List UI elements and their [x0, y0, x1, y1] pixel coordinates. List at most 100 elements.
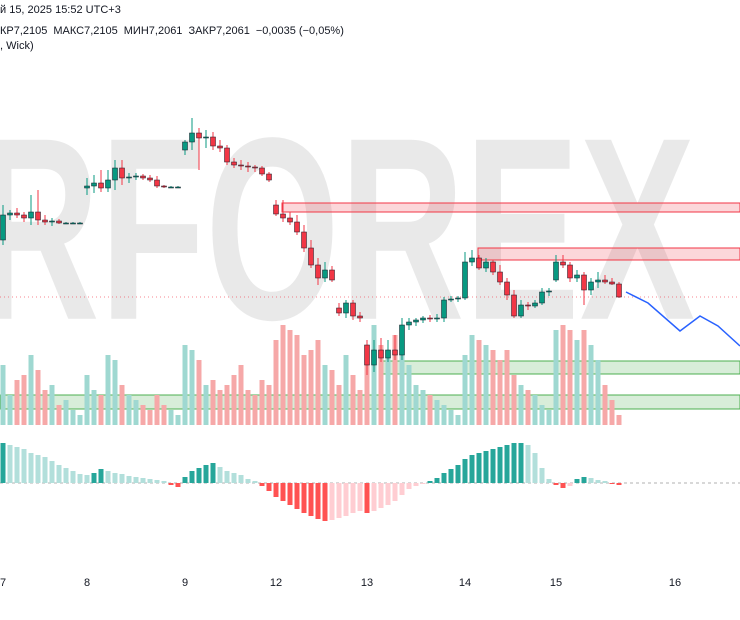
- volume-bar: [182, 345, 188, 425]
- candle-body: [343, 302, 349, 314]
- histogram-bar: [133, 477, 139, 483]
- histogram-bar: [434, 478, 440, 483]
- candle-body: [385, 349, 391, 359]
- volume-bar: [112, 360, 118, 425]
- volume-bar: [336, 385, 342, 425]
- candle-body: [42, 219, 48, 223]
- candle-body: [567, 264, 573, 279]
- histogram-bar: [392, 483, 398, 501]
- volume-bar: [84, 375, 90, 425]
- candle-body: [294, 221, 300, 233]
- histogram-bar: [49, 461, 55, 483]
- volume-bar: [210, 380, 216, 425]
- candle-body: [581, 274, 587, 291]
- histogram-bar: [14, 447, 20, 483]
- candle-body: [595, 279, 601, 283]
- volume-bar: [217, 390, 223, 425]
- candle-body: [0, 214, 6, 241]
- candle-body: [525, 304, 531, 307]
- candle-body: [245, 165, 251, 168]
- candle-body: [357, 315, 363, 319]
- candle-body: [308, 247, 314, 266]
- projection-line: [625, 291, 740, 347]
- support-zone: [379, 360, 740, 375]
- header-value: ЗАКР7,2061: [188, 25, 249, 37]
- histogram-bar: [364, 483, 370, 513]
- volume-bar: [399, 340, 405, 425]
- volume-bar: [35, 370, 41, 425]
- volume-bar: [553, 330, 559, 425]
- candle-body: [119, 167, 125, 179]
- histogram-bar: [42, 457, 48, 483]
- candle-body: [560, 261, 566, 266]
- histogram-bar: [483, 451, 489, 483]
- volume-bar: [315, 340, 321, 425]
- volume-bar: [56, 405, 62, 425]
- volume-bar: [602, 385, 608, 425]
- histogram-bar: [343, 483, 349, 516]
- candle-body: [77, 222, 83, 225]
- histogram-bar: [399, 483, 405, 495]
- candle-body: [7, 212, 13, 216]
- x-tick-label: 13: [361, 577, 373, 589]
- candle-body: [84, 185, 90, 189]
- volume-bar: [154, 395, 160, 425]
- candle-body: [175, 186, 181, 189]
- candle-body: [434, 317, 440, 320]
- histogram-bar: [385, 483, 391, 505]
- volume-bar: [280, 325, 286, 425]
- volume-bar: [441, 405, 447, 425]
- histogram-bar: [357, 483, 363, 511]
- histogram-bar: [476, 453, 482, 483]
- histogram-bar: [553, 483, 559, 485]
- candle-body: [511, 294, 517, 317]
- x-tick-label: 8: [84, 577, 90, 589]
- histogram-bar: [28, 453, 34, 483]
- histogram-bar: [161, 481, 167, 483]
- candle-body: [546, 290, 552, 293]
- candle-body: [329, 269, 335, 281]
- volume-bar: [371, 325, 377, 425]
- volume-bar: [70, 410, 76, 425]
- x-tick-label: 12: [270, 577, 282, 589]
- histogram-bar: [224, 471, 230, 483]
- volume-bar: [175, 415, 181, 425]
- resistance-zone: [477, 247, 740, 261]
- histogram-bar: [462, 459, 468, 483]
- candle-body: [56, 220, 62, 224]
- volume-bar: [546, 410, 552, 425]
- candle-body: [420, 317, 426, 321]
- header-value: МАКС7,2105: [53, 25, 117, 37]
- candle-body: [140, 175, 146, 179]
- volume-bar: [595, 360, 601, 425]
- histogram-bar: [189, 471, 195, 483]
- histogram-bar: [441, 473, 447, 483]
- candle-body: [364, 344, 370, 366]
- volume-bar: [28, 355, 34, 425]
- volume-bar: [329, 370, 335, 425]
- volume-bar: [357, 390, 363, 425]
- candle-body: [112, 167, 118, 181]
- candle-body: [462, 261, 468, 299]
- candle-body: [63, 222, 69, 225]
- volume-bar: [21, 375, 27, 425]
- candle-body: [413, 319, 419, 323]
- candle-body: [168, 186, 174, 189]
- histogram-bar: [91, 473, 97, 483]
- volume-bar: [511, 375, 517, 425]
- volume-bar: [581, 330, 587, 425]
- candle-body: [504, 281, 510, 296]
- volume-bar: [469, 335, 475, 425]
- candle-body: [161, 185, 167, 188]
- candle-body: [483, 261, 489, 269]
- volume-bar: [427, 395, 433, 425]
- histogram-bar: [35, 455, 41, 483]
- histogram-bar: [140, 478, 146, 483]
- histogram-bar: [168, 483, 174, 485]
- histogram-bar: [532, 453, 538, 483]
- volume-bar: [245, 390, 251, 425]
- volume-bar: [385, 355, 391, 425]
- candle-body: [35, 211, 41, 221]
